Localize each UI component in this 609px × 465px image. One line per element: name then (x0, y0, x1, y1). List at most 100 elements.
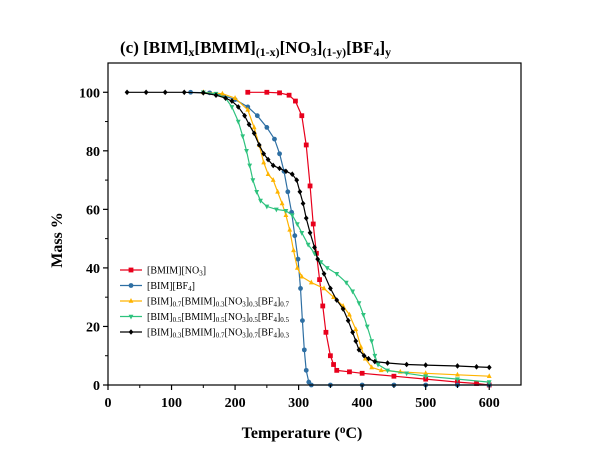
data-point-bmim-no3 (331, 362, 336, 367)
data-point-mix-07 (321, 285, 327, 291)
data-point-bmim-no3 (245, 89, 251, 95)
data-point-mix-03 (265, 156, 271, 163)
data-point-mix-07 (308, 279, 314, 285)
x-tick-label: 100 (161, 396, 182, 411)
legend-label: [BIM]0.7[BMIM]0.3[NO3]0.3[BF4]0.7 (147, 297, 290, 309)
x-tick-label: 600 (479, 396, 500, 411)
data-point-bim-bf4 (285, 189, 291, 195)
data-point-mix-05 (324, 266, 330, 271)
legend-marker (128, 314, 134, 320)
data-point-mix-07 (331, 294, 336, 299)
data-point-bmim-no3 (334, 367, 340, 373)
data-point-mix-03 (350, 329, 356, 336)
data-point-mix-03 (235, 104, 241, 110)
y-axis-label: Mass % (49, 212, 66, 268)
data-point-mix-05 (289, 213, 295, 219)
legend-label: [BMIM][NO3] (147, 266, 206, 278)
data-point-mix-03 (327, 285, 333, 292)
data-point-mix-07 (291, 247, 296, 253)
data-point-bmim-no3 (474, 381, 479, 386)
data-point-mix-07 (299, 273, 305, 279)
data-point-mix-03 (289, 171, 295, 178)
y-tick-label: 0 (93, 379, 100, 394)
data-point-mix-07 (283, 212, 289, 218)
data-point-mix-03 (345, 317, 351, 324)
series-mix-03 (124, 89, 492, 371)
data-point-mix-03 (356, 347, 362, 353)
data-point-mix-03 (181, 89, 187, 96)
x-axis-label: Temperature (oC) (242, 424, 363, 442)
data-point-mix-07 (369, 364, 375, 370)
data-point-mix-05 (254, 190, 260, 195)
legend-label: [BIM]0.3[BMIM]0.7[NO3]0.7[BF4]0.3 (147, 328, 290, 340)
legend-entry-bmim-no3: [BMIM][NO3] (120, 266, 206, 278)
data-point-mix-05 (235, 119, 241, 125)
data-point-mix-05 (385, 368, 390, 374)
data-point-mix-03 (277, 165, 282, 172)
data-point-mix-05 (356, 301, 362, 307)
data-point-mix-03 (213, 92, 219, 98)
legend: [BMIM][NO3] [BIM][BF4] [BIM]0.7[BMIM]0.3[N… (120, 266, 290, 340)
x-tick-label: 200 (225, 396, 246, 411)
y-tick-label: 20 (86, 320, 100, 335)
x-tick-label: 500 (415, 396, 436, 411)
data-point-mix-03 (312, 244, 317, 251)
y-tick-label: 60 (86, 203, 100, 218)
y-tick-label: 100 (79, 86, 100, 101)
data-point-mix-05 (294, 222, 300, 227)
data-point-mix-05 (305, 242, 311, 248)
data-point-mix-07 (232, 95, 238, 100)
legend-entry-bim-bf4: [BIM][BF4] (120, 281, 195, 293)
data-point-mix-07 (353, 326, 359, 332)
data-point-mix-03 (246, 121, 252, 128)
data-point-mix-07 (362, 355, 368, 361)
data-point-mix-05 (361, 312, 366, 318)
data-point-mix-05 (250, 178, 256, 184)
x-tick-label: 400 (352, 396, 373, 411)
data-point-mix-07 (455, 371, 460, 377)
data-point-bmim-no3 (320, 303, 326, 309)
data-point-mix-03 (242, 112, 248, 119)
data-point-mix-03 (385, 360, 390, 366)
data-point-mix-03 (353, 338, 359, 344)
data-point-mix-03 (423, 362, 429, 368)
data-point-mix-03 (124, 89, 130, 96)
series-bmim-no3 (245, 89, 492, 388)
data-point-mix-03 (283, 168, 289, 175)
data-point-bim-bf4 (292, 233, 298, 239)
data-point-bim-bf4 (295, 256, 301, 262)
legend-entry-mix-05: [BIM]0.5[BMIM]0.5[NO3]0.5[BF4]0.5 (120, 312, 290, 324)
data-point-bim-bf4 (298, 286, 303, 291)
data-point-mix-03 (307, 229, 313, 236)
legend-entry-mix-03: [BIM]0.3[BMIM]0.7[NO3]0.7[BF4]0.3 (120, 328, 290, 340)
data-point-mix-03 (455, 363, 460, 369)
legend-marker (128, 329, 134, 335)
data-point-mix-03 (340, 306, 346, 312)
data-point-mix-03 (256, 142, 262, 148)
data-point-mix-07 (423, 370, 429, 376)
data-point-mix-03 (162, 89, 168, 96)
data-point-mix-03 (200, 90, 206, 96)
data-point-mix-03 (474, 364, 479, 370)
legend-marker (128, 267, 134, 273)
data-point-mix-05 (455, 377, 460, 383)
data-point-bmim-no3 (327, 353, 333, 359)
data-point-mix-07 (270, 177, 276, 182)
data-point-mix-03 (404, 361, 410, 368)
data-point-mix-05 (229, 105, 235, 110)
legend-label: [BIM]0.5[BMIM]0.5[NO3]0.5[BF4]0.5 (147, 312, 290, 324)
data-point-mix-05 (372, 353, 378, 359)
legend-marker (128, 298, 134, 303)
data-point-mix-05 (273, 207, 279, 213)
data-point-mix-03 (300, 200, 306, 207)
data-point-mix-05 (258, 198, 263, 204)
data-point-mix-03 (251, 130, 257, 137)
data-point-mix-07 (275, 188, 281, 194)
data-point-mix-03 (372, 358, 378, 365)
data-point-mix-03 (315, 256, 321, 262)
plot-frame (107, 62, 522, 386)
data-point-bmim-no3 (359, 370, 365, 376)
data-point-mix-05 (247, 163, 253, 169)
data-point-mix-05 (423, 374, 429, 380)
